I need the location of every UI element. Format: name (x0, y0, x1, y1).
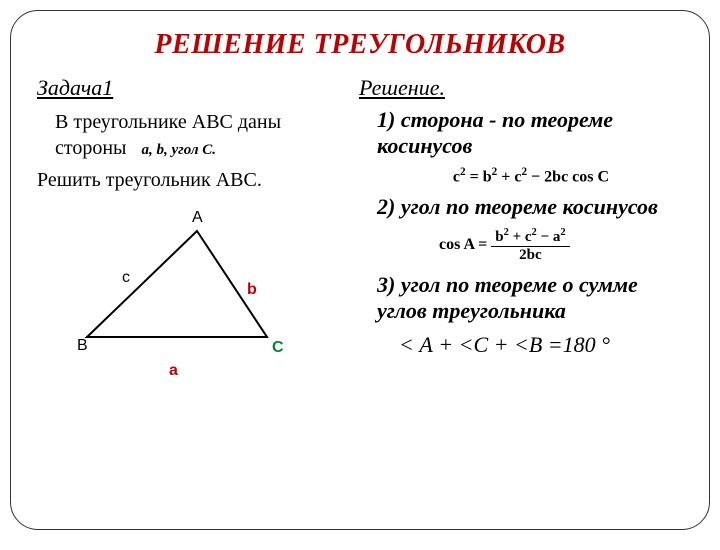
vertex-label-B: B (77, 337, 88, 355)
formula-2-denominator: 2bc (491, 247, 569, 264)
step-1: 1) сторона - по теореме косинусов (359, 107, 683, 160)
formula-2-numerator: b2 + c2 − a2 (491, 227, 569, 247)
two-column-layout: Задача1 В треугольнике АВС даны стороны … (37, 75, 683, 407)
slide-frame: РЕШЕНИЕ ТРЕУГОЛЬНИКОВ Задача1 В треуголь… (10, 10, 710, 530)
solution-label: Решение. (359, 75, 683, 101)
task-body: В треугольнике АВС даны стороны a, b, уг… (37, 109, 347, 161)
side-label-c: c (122, 269, 130, 287)
solution-column: Решение. 1) сторона - по теореме косинус… (359, 75, 683, 407)
formula-2-lhs: cos A = (439, 236, 487, 253)
task-solve: Решить треугольник АВС. (37, 167, 347, 193)
vertex-label-A: A (192, 209, 203, 227)
vertex-label-C: C (272, 339, 284, 357)
step-2: 2) угол по теореме косинусов (359, 194, 683, 220)
problem-column: Задача1 В треугольнике АВС даны стороны … (37, 75, 347, 407)
given-math: a, b, угол C. (142, 142, 217, 158)
formula-2-fraction: b2 + c2 − a2 2bc (491, 227, 569, 264)
slide-title: РЕШЕНИЕ ТРЕУГОЛЬНИКОВ (37, 29, 683, 61)
side-label-a: a (169, 362, 178, 380)
step-3: 3) угол по теореме о сумме углов треугол… (359, 272, 683, 325)
angle-sum-equation: < А + <С + <В =180 ° (359, 332, 683, 358)
triangle-diagram: A B C a b c (37, 207, 317, 407)
task-label: Задача1 (37, 75, 347, 101)
formula-1: c2 = b2 + c2 − 2bc cos C (379, 166, 683, 186)
formula-2: cos A = b2 + c2 − a2 2bc (379, 227, 683, 264)
side-label-b: b (247, 281, 257, 299)
